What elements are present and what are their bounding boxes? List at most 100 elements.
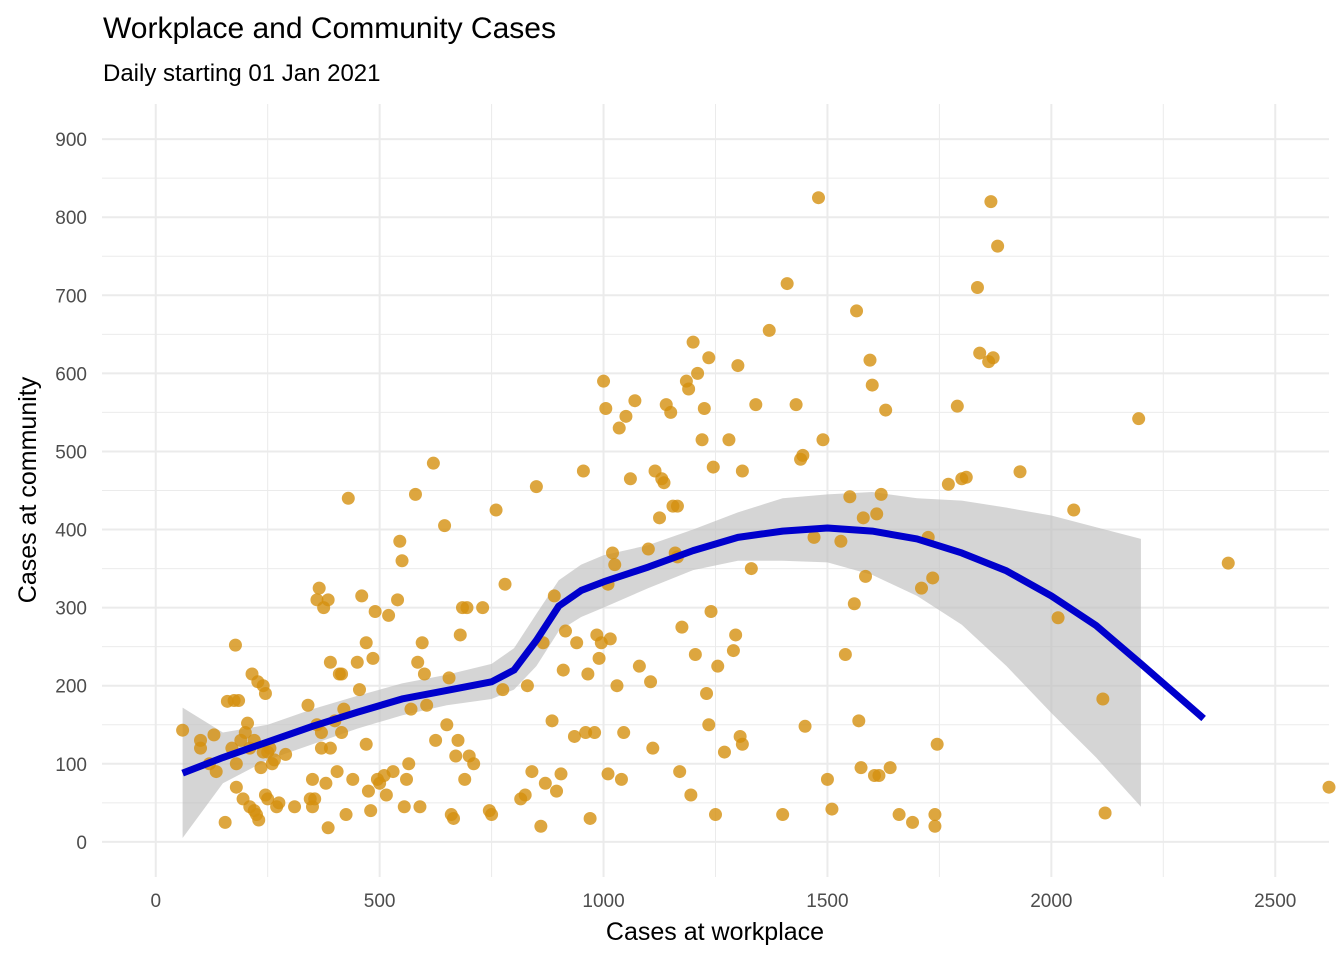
- data-point: [941, 477, 955, 491]
- data-point: [272, 796, 286, 810]
- x-tick-label: 0: [150, 891, 161, 912]
- data-point: [305, 772, 319, 786]
- data-point: [359, 636, 373, 650]
- data-point: [550, 784, 564, 798]
- data-point: [420, 698, 434, 712]
- y-tick-label: 200: [55, 677, 87, 698]
- data-point: [735, 464, 749, 478]
- x-tick-label: 2500: [1254, 891, 1296, 912]
- data-point: [395, 554, 409, 568]
- data-point: [709, 808, 722, 822]
- data-point: [440, 718, 454, 732]
- data-point: [928, 819, 942, 833]
- data-point: [467, 757, 481, 771]
- data-point: [863, 353, 877, 367]
- data-point: [684, 788, 698, 802]
- data-point: [816, 433, 830, 447]
- data-point: [314, 741, 328, 755]
- data-point: [670, 499, 684, 513]
- data-point: [986, 351, 1000, 365]
- data-point: [534, 819, 548, 833]
- data-point: [194, 741, 208, 755]
- data-point: [391, 593, 405, 607]
- data-point: [847, 597, 861, 611]
- data-point: [404, 702, 418, 716]
- data-point: [411, 655, 425, 669]
- data-point: [914, 581, 928, 595]
- data-point: [218, 815, 232, 829]
- data-point: [301, 698, 315, 712]
- data-point: [811, 191, 825, 205]
- data-point: [229, 780, 243, 794]
- data-point: [780, 277, 794, 291]
- data-point: [879, 403, 893, 417]
- data-point: [614, 772, 628, 786]
- data-point: [706, 460, 720, 474]
- data-point: [930, 737, 944, 751]
- data-point: [599, 402, 613, 416]
- data-point: [973, 346, 987, 360]
- data-point: [1013, 465, 1027, 479]
- data-point: [865, 378, 879, 392]
- data-point: [476, 601, 490, 615]
- data-point: [209, 765, 223, 779]
- data-point: [453, 628, 467, 642]
- data-point: [852, 714, 866, 728]
- data-point: [657, 476, 671, 490]
- data-point: [1096, 692, 1110, 706]
- data-point: [319, 776, 333, 790]
- data-point: [717, 745, 731, 759]
- data-point: [308, 792, 322, 806]
- y-axis-title: Cases at community: [14, 376, 42, 603]
- x-tick-label: 1000: [582, 891, 624, 912]
- data-point: [726, 644, 740, 658]
- data-point: [366, 651, 380, 665]
- data-point: [379, 788, 393, 802]
- data-point: [1051, 611, 1065, 625]
- data-point: [959, 470, 973, 484]
- data-point: [688, 647, 702, 661]
- chart-subtitle: Daily starting 01 Jan 2021: [103, 60, 381, 87]
- data-point: [321, 821, 335, 835]
- data-point: [335, 726, 349, 740]
- data-point: [646, 741, 660, 755]
- data-point: [700, 687, 714, 701]
- data-point: [926, 571, 940, 585]
- data-point: [612, 421, 626, 435]
- data-point: [843, 490, 857, 504]
- data-point: [558, 624, 572, 638]
- data-point: [991, 239, 1005, 253]
- y-tick-label: 400: [55, 521, 87, 542]
- data-point: [408, 487, 422, 501]
- data-point: [807, 530, 821, 544]
- data-point: [856, 511, 870, 525]
- data-point: [653, 511, 667, 525]
- data-point: [314, 726, 328, 740]
- data-point: [608, 558, 622, 572]
- data-point: [762, 323, 776, 337]
- data-point: [496, 683, 510, 697]
- minor-gridlines: [102, 104, 1329, 877]
- data-point: [364, 804, 378, 818]
- data-point: [641, 542, 655, 556]
- data-point: [588, 726, 602, 740]
- data-point: [749, 398, 763, 412]
- data-point: [458, 772, 472, 786]
- data-point: [850, 304, 864, 318]
- data-point: [1132, 412, 1146, 426]
- data-point: [825, 802, 839, 816]
- data-point: [695, 433, 709, 447]
- data-point: [854, 761, 868, 775]
- data-point: [556, 663, 570, 677]
- data-point: [567, 729, 581, 743]
- data-point: [323, 741, 337, 755]
- data-point: [673, 765, 687, 779]
- data-point: [838, 647, 852, 661]
- data-point: [346, 772, 360, 786]
- data-point: [970, 280, 984, 294]
- data-point: [601, 767, 615, 781]
- data-point: [386, 765, 400, 779]
- data-point: [834, 534, 848, 548]
- y-tick-label: 0: [76, 833, 87, 854]
- data-point: [321, 593, 335, 607]
